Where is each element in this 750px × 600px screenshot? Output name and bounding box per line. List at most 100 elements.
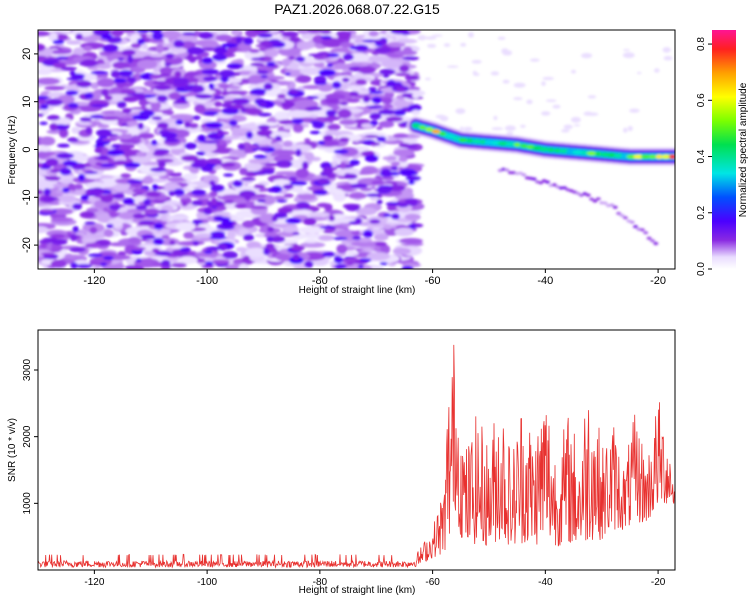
noise-blob [343,173,358,180]
x-tick-label: -20 [651,577,666,588]
noise-blob [157,122,169,129]
noise-blob [238,263,249,269]
colorbar-axis: 0.0 0.2 0.4 0.6 0.8 [696,37,712,276]
secondary-trace-blob [545,180,551,184]
noise-blob [203,111,219,116]
noise-blob [354,217,362,225]
noise-blob [221,107,239,115]
noise-blob [339,162,347,170]
noise-blob [427,43,437,48]
noise-blob [101,33,113,40]
secondary-trace-blob [562,186,567,190]
noise-blob [69,233,78,242]
noise-blob [472,70,477,75]
noise-blob [277,207,294,214]
noise-blob [306,95,319,100]
noise-blob [94,146,103,154]
noise-blob [541,111,551,116]
noise-blob [502,79,510,84]
noise-blob [337,108,352,119]
noise-blob [39,208,55,213]
noise-blob [333,192,346,202]
noise-blob [249,49,260,54]
noise-blob [322,166,334,175]
noise-blob [222,251,238,259]
noise-blob [273,154,294,163]
snr-y-label: SNR (10 * v/v) [7,418,18,482]
noise-blob [192,219,203,225]
noise-blob [274,171,299,176]
noise-blob [184,56,203,60]
secondary-trace-blob [538,181,544,185]
noise-blob [111,144,121,149]
noise-blob [561,129,570,133]
noise-blob [292,254,300,261]
noise-blob [169,239,176,246]
signal-trace-peak [458,137,468,143]
noise-blob [117,57,125,61]
noise-blob [232,198,248,204]
noise-blob [443,43,451,47]
noise-blob [181,200,188,207]
noise-blob [404,213,420,221]
noise-blob [127,265,144,269]
noise-blob [90,187,105,196]
noise-blob [350,183,368,189]
snr-x-axis: -120 -100 -80 -60 -40 -20 [84,570,666,588]
noise-blob [95,162,103,166]
noise-blob [424,36,437,40]
noise-blob [362,95,371,103]
noise-blob [140,234,156,240]
signal-trace-peak [520,143,528,149]
secondary-trace-blob [551,183,557,187]
secondary-trace-blob [616,211,622,215]
noise-blob [166,215,190,220]
noise-blob [348,192,367,200]
noise-blob [368,87,377,92]
noise-blob [126,120,139,127]
x-tick-label: -60 [425,275,441,287]
noise-blob [67,137,79,143]
noise-blob [214,101,223,107]
noise-blob [250,62,265,67]
noise-blob [59,194,77,203]
noise-blob [623,49,630,51]
noise-blob [149,38,165,44]
noise-blob [541,81,546,86]
noise-blob [285,217,302,224]
noise-blob [298,193,317,200]
noise-blob [156,95,168,103]
noise-blob [359,258,372,263]
noise-blob [99,163,116,168]
noise-blob [340,101,348,106]
noise-blob [220,162,236,168]
noise-blob [171,262,187,268]
noise-blob [183,231,195,239]
noise-blob [317,140,325,145]
noise-blob [159,30,182,39]
noise-blob [45,158,59,167]
noise-blob [622,52,635,59]
noise-blob [210,231,226,237]
secondary-trace-blob [589,197,595,201]
signal-trace-peak [439,131,447,136]
noise-blob [321,37,344,48]
noise-blob [308,53,325,57]
noise-blob [64,253,74,259]
noise-blob [184,121,191,129]
signal-trace-peak [586,151,597,156]
noise-blob [256,129,272,137]
noise-blob [307,30,322,34]
noise-blob [153,222,164,230]
noise-blob [80,59,98,67]
noise-blob [38,43,46,52]
noise-blob [250,205,268,210]
noise-blob [106,223,114,229]
noise-blob [49,248,61,253]
noise-blob [180,41,196,50]
noise-blob [235,36,243,44]
noise-blob [399,64,410,73]
noise-blob [49,32,59,42]
noise-blob [586,112,599,116]
noise-blob [529,58,540,62]
